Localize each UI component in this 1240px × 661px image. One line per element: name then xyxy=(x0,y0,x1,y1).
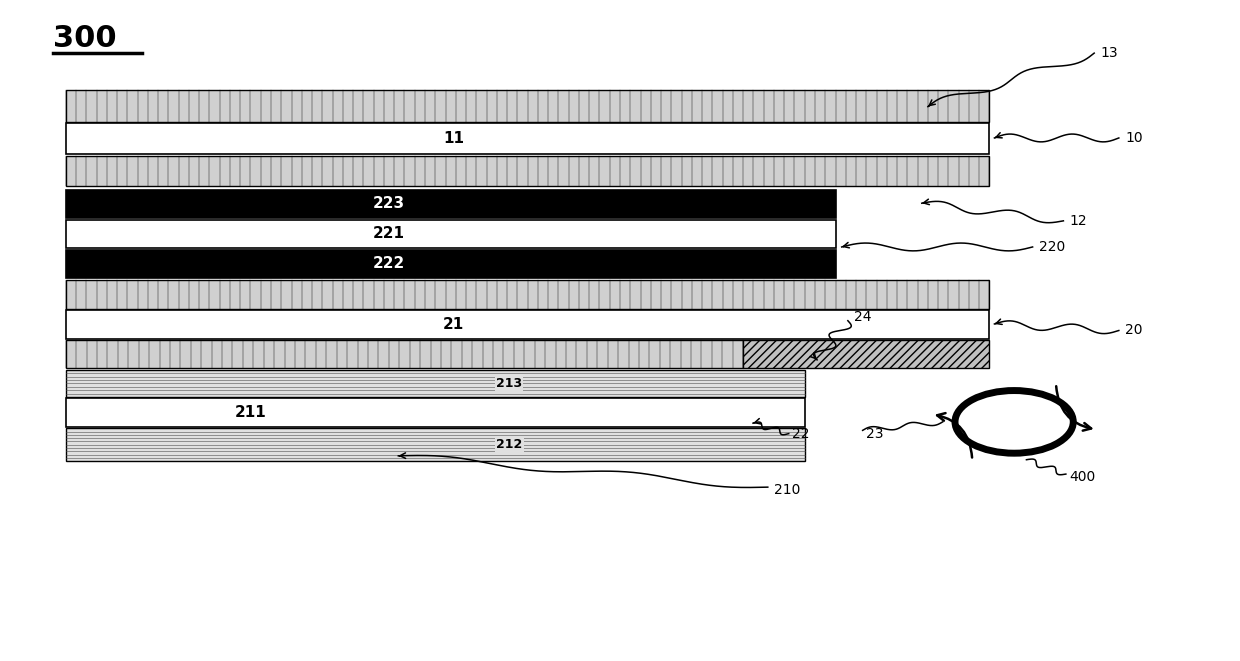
Bar xyxy=(66,91,990,122)
Bar xyxy=(66,369,805,397)
Text: 11: 11 xyxy=(443,131,464,146)
Text: 23: 23 xyxy=(867,426,884,441)
Bar xyxy=(66,220,836,248)
Bar xyxy=(66,123,990,154)
Text: 12: 12 xyxy=(1070,214,1087,228)
Text: 211: 211 xyxy=(234,405,267,420)
Bar xyxy=(66,280,990,309)
Bar xyxy=(66,310,990,339)
Text: 213: 213 xyxy=(496,377,522,390)
Bar xyxy=(66,190,836,218)
Bar xyxy=(66,340,743,368)
Circle shape xyxy=(955,391,1074,453)
Text: 210: 210 xyxy=(774,483,800,498)
Bar xyxy=(66,399,805,427)
Text: 13: 13 xyxy=(1100,46,1118,60)
Text: 24: 24 xyxy=(854,311,872,325)
Text: 222: 222 xyxy=(373,256,405,272)
Text: 400: 400 xyxy=(1070,471,1096,485)
Text: 21: 21 xyxy=(443,317,464,332)
Text: 212: 212 xyxy=(496,438,522,451)
Bar xyxy=(66,428,805,461)
Text: 22: 22 xyxy=(792,426,810,441)
Bar xyxy=(743,340,990,368)
Text: 10: 10 xyxy=(1125,131,1142,145)
Bar xyxy=(66,155,990,186)
Text: 20: 20 xyxy=(1125,323,1142,338)
Text: 221: 221 xyxy=(373,227,405,241)
Text: 300: 300 xyxy=(53,24,117,53)
Bar xyxy=(66,250,836,278)
Text: 223: 223 xyxy=(373,196,405,212)
Text: 220: 220 xyxy=(1039,240,1065,254)
